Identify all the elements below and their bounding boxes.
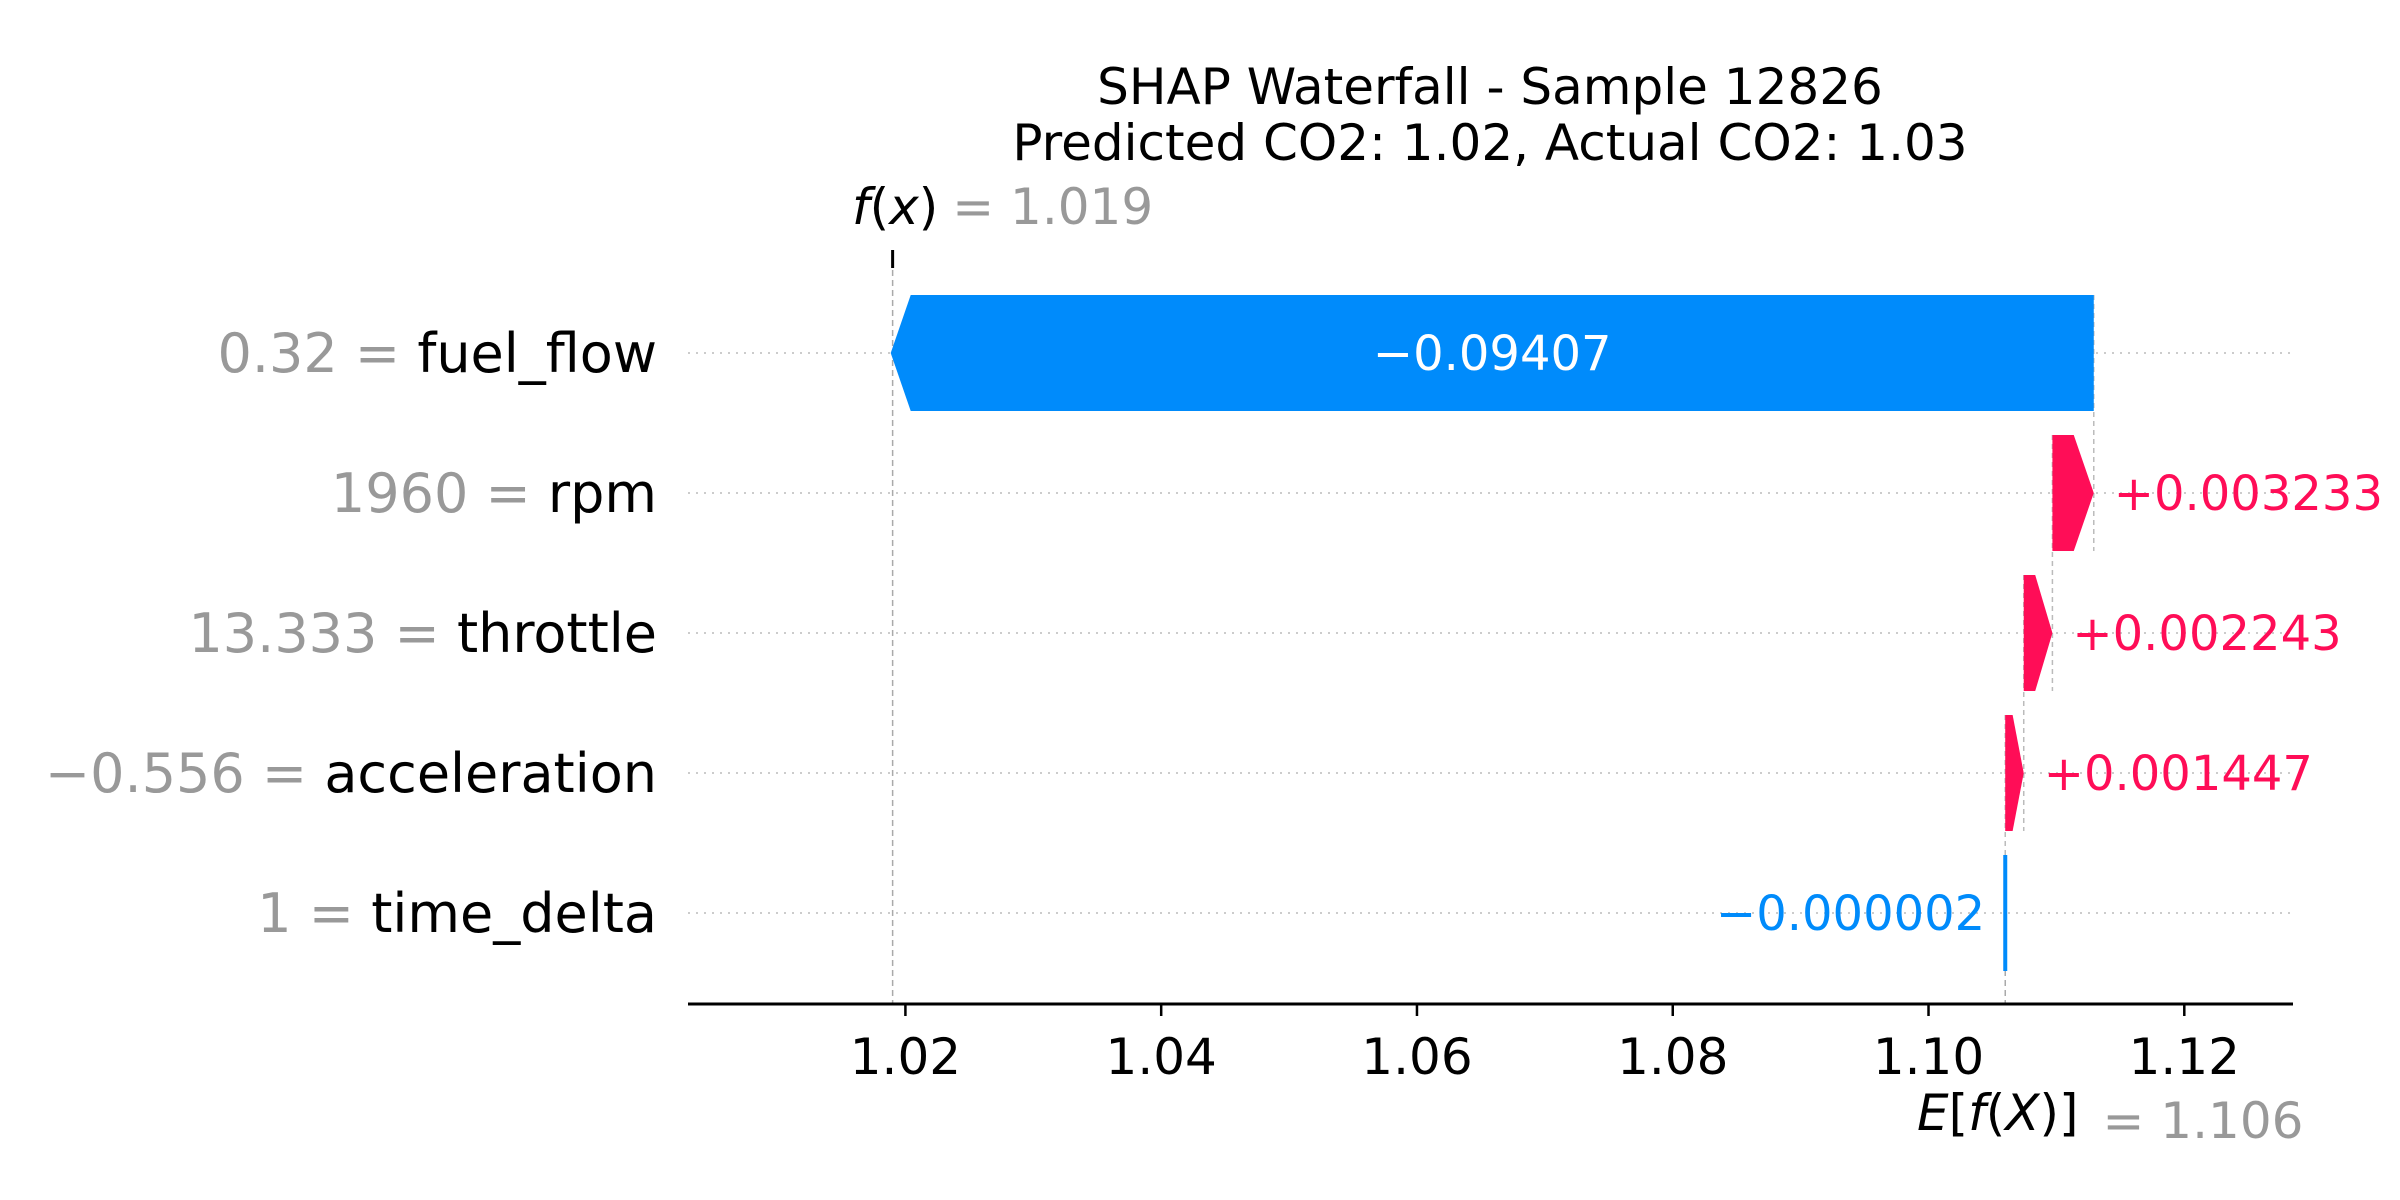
- feature-value: 1 =: [257, 882, 371, 945]
- bar-acceleration: [2005, 715, 2024, 831]
- bar-labels: −0.09407 +0.003233 +0.002243 +0.001447 −0.00…: [1373, 326, 2383, 942]
- bar-fuel_flow: [890, 295, 2094, 411]
- feature-label-rpm: 1960 = rpm: [331, 462, 657, 525]
- feature-value: 1960 =: [331, 462, 548, 525]
- bar-throttle: [2023, 575, 2053, 691]
- feature-value: 13.333 =: [188, 602, 457, 665]
- x-tick-label: 1.08: [1617, 1028, 1728, 1086]
- feature-name: acceleration: [324, 742, 657, 805]
- feature-value: −0.556 =: [45, 742, 324, 805]
- x-tick-label: 1.06: [1361, 1028, 1472, 1086]
- feature-value: 0.32 =: [218, 322, 418, 385]
- x-tick-label: 1.10: [1873, 1028, 1984, 1086]
- bar-label-rpm: +0.003233: [2114, 466, 2383, 522]
- chart-subtitle: Predicted CO2: 1.02, Actual CO2: 1.03: [1012, 114, 1967, 172]
- bar-label-time_delta: −0.000002: [1716, 886, 1985, 942]
- feature-labels: 0.32 = fuel_flow 1960 = rpm 13.333 = throt…: [45, 322, 657, 945]
- feature-name: fuel_flow: [417, 322, 657, 385]
- feature-name: time_delta: [371, 882, 657, 945]
- x-axis: 1.02 1.04 1.06 1.08 1.10 1.12: [688, 1002, 2293, 1086]
- prediction-label: f(x) = 1.019: [852, 178, 1153, 236]
- chart-title: SHAP Waterfall - Sample 12826: [1097, 58, 1883, 116]
- x-tick-label: 1.04: [1106, 1028, 1217, 1086]
- bar-label-throttle: +0.002243: [2072, 606, 2341, 662]
- feature-name: throttle: [457, 602, 657, 665]
- feature-name: rpm: [548, 462, 657, 525]
- bar-label-fuel_flow: −0.09407: [1373, 326, 1612, 382]
- bars: [890, 295, 2094, 971]
- bar-label-acceleration: +0.001447: [2044, 746, 2313, 802]
- base-value-label: E[f(X)] = 1.106: [1917, 1084, 2303, 1150]
- feature-label-time_delta: 1 = time_delta: [257, 882, 657, 945]
- x-tick-label: 1.02: [850, 1028, 961, 1086]
- feature-label-acceleration: −0.556 = acceleration: [45, 742, 657, 805]
- feature-label-fuel_flow: 0.32 = fuel_flow: [218, 322, 658, 385]
- feature-label-throttle: 13.333 = throttle: [188, 602, 657, 665]
- x-tick-label: 1.12: [2129, 1028, 2240, 1086]
- bar-rpm: [2052, 435, 2094, 551]
